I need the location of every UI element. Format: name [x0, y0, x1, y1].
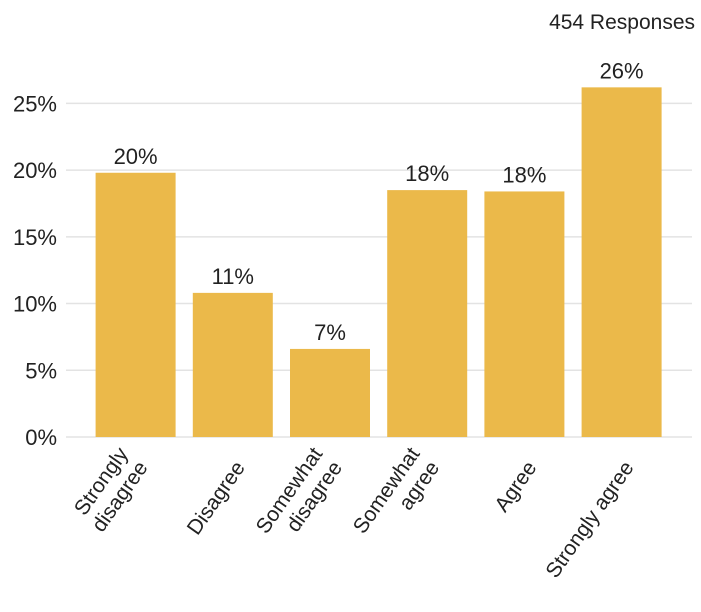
data-label: 18% — [502, 162, 546, 187]
y-tick-label: 5% — [25, 358, 57, 383]
y-tick-label: 25% — [13, 91, 57, 116]
bar — [484, 191, 565, 437]
data-label: 11% — [212, 264, 254, 289]
y-tick-label: 15% — [13, 225, 57, 250]
data-label: 20% — [114, 144, 158, 169]
bar — [95, 172, 176, 437]
category-label-line: Disagree — [183, 457, 250, 539]
category-label: Strongly agree — [541, 457, 638, 582]
category-label: Agree — [490, 457, 541, 516]
data-label: 7% — [314, 320, 346, 345]
category-label-line: Agree — [490, 457, 541, 516]
y-tick-label: 0% — [25, 425, 57, 450]
bar — [581, 87, 662, 437]
data-label: 26% — [600, 58, 644, 83]
y-tick-label: 10% — [13, 292, 57, 317]
bar — [387, 190, 468, 437]
category-label: Stronglydisagree — [68, 443, 153, 536]
category-label-line: Strongly agree — [541, 457, 638, 582]
bar — [290, 348, 370, 437]
data-label: 18% — [405, 161, 449, 186]
y-tick-label: 20% — [13, 158, 57, 183]
category-label: Somewhatagree — [349, 443, 445, 551]
responses-note: 454 Responses — [549, 11, 695, 34]
bars — [95, 87, 662, 437]
category-label: Somewhatdisagree — [252, 443, 348, 551]
bar — [192, 292, 273, 437]
category-label: Disagree — [183, 457, 250, 539]
